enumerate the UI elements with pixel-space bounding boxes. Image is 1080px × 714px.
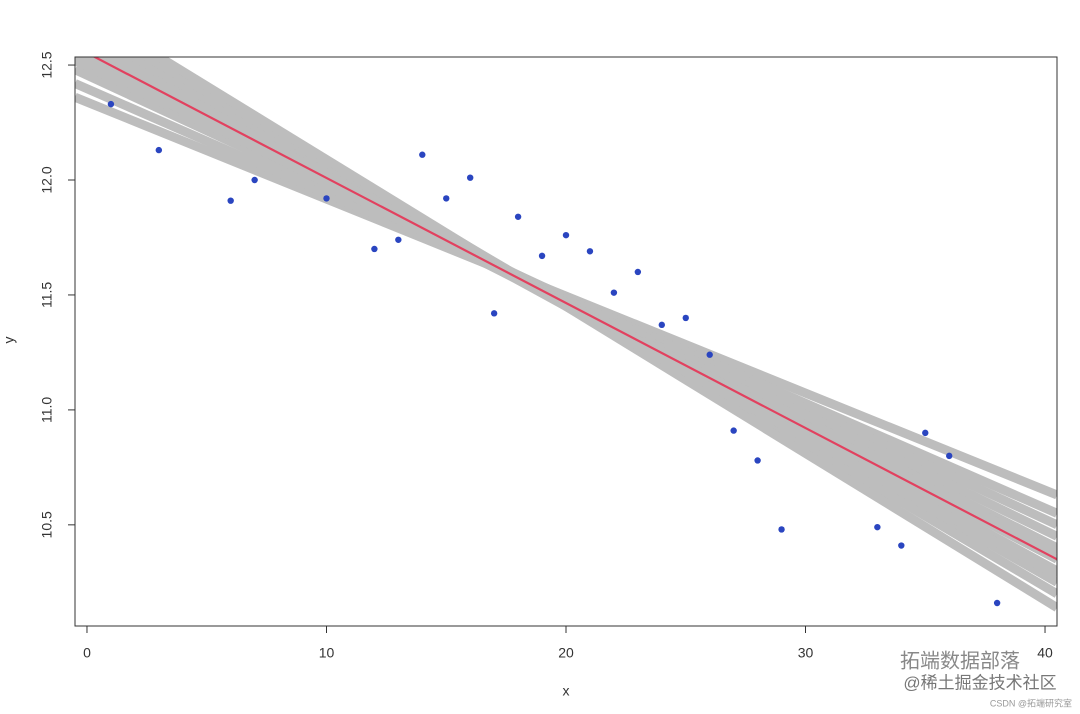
point — [682, 314, 689, 322]
point — [586, 248, 594, 255]
x-axis-label: x — [563, 683, 570, 699]
x-tick-label: 40 — [1037, 645, 1053, 661]
y-axis-label: y — [1, 337, 17, 344]
point — [227, 197, 234, 204]
point — [562, 231, 570, 239]
point — [946, 452, 953, 460]
x-tick-label: 0 — [83, 645, 91, 661]
y-tick-label: 11.0 — [39, 397, 55, 423]
y-tick-label: 10.5 — [39, 511, 55, 538]
point — [993, 599, 1001, 607]
point — [443, 195, 450, 202]
point — [754, 457, 761, 464]
point — [874, 523, 881, 531]
x-tick-label: 20 — [558, 645, 574, 661]
point — [538, 252, 546, 260]
point — [730, 427, 737, 434]
plot-area — [75, 57, 1057, 612]
watermark-brand: 拓端数据部落 — [900, 649, 1020, 672]
point — [107, 100, 115, 108]
point — [898, 542, 905, 549]
point — [634, 268, 642, 276]
y-tick-label: 12.0 — [39, 166, 55, 193]
point — [610, 289, 618, 296]
watermark-source: CSDN @拓端研究室 — [990, 697, 1072, 708]
point — [371, 245, 378, 253]
point — [466, 174, 474, 181]
point — [155, 146, 163, 154]
fit-line — [92, 57, 1057, 561]
y-tick-label: 12.5 — [39, 51, 55, 78]
watermark-community: @稀土掘金技术社区 — [903, 673, 1056, 692]
point — [706, 351, 713, 358]
y-tick-label: 11.5 — [39, 282, 55, 308]
point — [922, 429, 929, 437]
point — [395, 236, 402, 243]
point — [251, 176, 258, 184]
point — [658, 321, 666, 329]
point — [419, 151, 426, 158]
point — [514, 213, 522, 220]
point — [323, 195, 330, 202]
point — [490, 310, 498, 317]
x-tick-label: 30 — [798, 645, 814, 661]
point — [778, 526, 785, 533]
x-tick-label: 10 — [319, 645, 335, 661]
